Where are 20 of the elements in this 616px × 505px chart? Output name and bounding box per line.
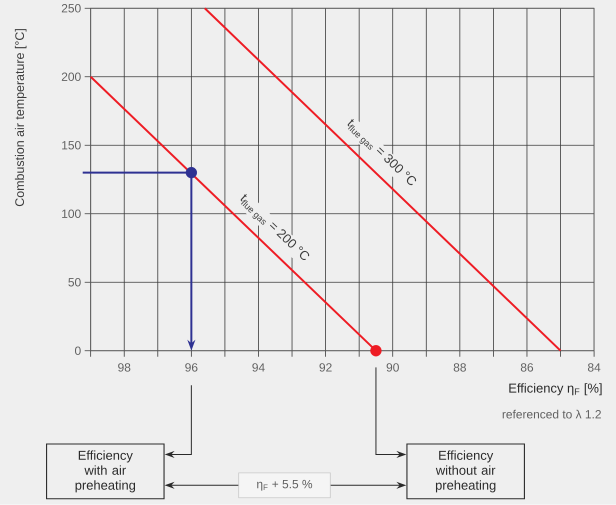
x-axis-title: Efficiency η$_{F}$ [%] (509, 383, 602, 396)
text: Efficiency with air preheating (76, 450, 136, 492)
x-tick-label: 86 (520, 363, 534, 372)
x-tick-label: 90 (386, 363, 399, 372)
y-axis-title: Combustion air temperature [°C] (14, 29, 26, 206)
x-tick-label: 96 (185, 363, 198, 372)
x-tick-label: 92 (320, 363, 332, 372)
y-tick-label: 150 (62, 141, 81, 150)
y-tick-label: 0 (75, 346, 81, 356)
y-tick-label: 200 (62, 72, 81, 82)
y-tick-label: 50 (68, 278, 81, 287)
text: referenced to λ 1.2 (502, 410, 601, 419)
x-tick-label: 94 (252, 363, 265, 372)
x-tick-label: 98 (118, 363, 130, 372)
y-tick-label: 100 (62, 210, 81, 218)
y-tick-label: 250 (62, 4, 81, 13)
x-tick-label: 88 (454, 363, 466, 372)
text: Efficiency without air preheating (436, 450, 496, 492)
text: η$_{F}$ + 5.5 % (257, 480, 312, 491)
x-tick-label: 84 (588, 363, 600, 372)
